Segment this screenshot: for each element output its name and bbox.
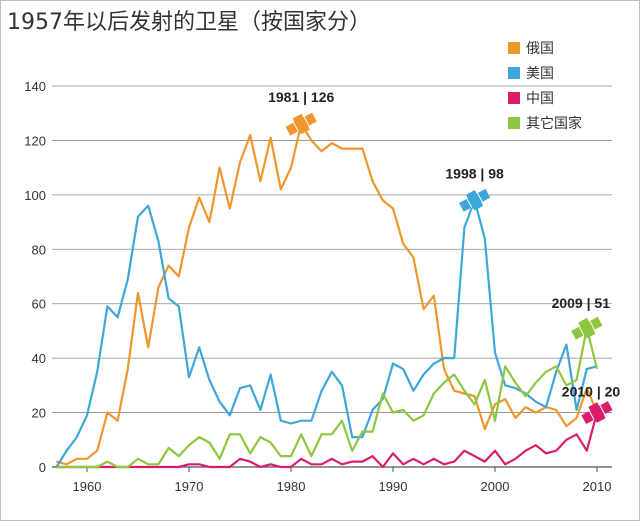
y-tick-label: 80: [32, 242, 46, 257]
annotation-layer: 1981 | 126 1998 | 98 2009 | 51 2010 | 20: [268, 89, 621, 425]
satellite-panel-seam: [599, 405, 606, 415]
satellite-panel-seam: [578, 326, 585, 336]
legend-swatch: [508, 117, 520, 129]
y-tick-label: 40: [32, 351, 46, 366]
x-tick-label: 2010: [583, 479, 612, 494]
annotation-label: 1981 | 126: [268, 89, 334, 105]
x-tick-label: 1990: [379, 479, 408, 494]
legend-label: 其它国家: [526, 115, 582, 132]
satellite-body: [465, 190, 484, 211]
annotation-label: 2009 | 51: [552, 295, 611, 311]
satellite-panel-seam: [588, 410, 595, 421]
chart-title: 1957年以后发射的卫星（按国家分）: [7, 10, 371, 35]
satellite-panel-seam: [466, 198, 473, 208]
y-tick-label: 140: [24, 79, 46, 94]
satellite-body: [292, 113, 310, 135]
satellite-panel-seam: [589, 320, 595, 331]
satellite-icon: [571, 316, 603, 340]
y-tick-label: 20: [32, 406, 46, 421]
series-line-0: [56, 122, 599, 466]
y-tick-label: 120: [24, 133, 46, 148]
x-tick-label: 2000: [481, 479, 510, 494]
x-tick-label: 1960: [73, 479, 102, 494]
satellite-panel-seam: [293, 122, 299, 132]
satellite-panel-seam: [303, 116, 310, 126]
legend-label: 中国: [526, 91, 554, 107]
y-tick-label: 100: [24, 188, 46, 203]
annotation-label: 2010 | 20: [562, 384, 621, 400]
annotation-label: 1998 | 98: [445, 165, 504, 181]
y-tick-label: 0: [39, 460, 46, 475]
series-line-2: [56, 412, 599, 469]
legend-label: 美国: [526, 66, 554, 82]
legend-swatch: [508, 67, 520, 79]
series-layer: [55, 122, 599, 469]
x-tick-label: 1970: [175, 479, 204, 494]
satellite-icon: [581, 401, 613, 425]
satellite-panel-seam: [477, 192, 483, 203]
x-tick-label: 1980: [277, 479, 306, 494]
satellite-icon: [285, 112, 317, 136]
series-line-3: [56, 327, 599, 469]
legend-swatch: [508, 92, 520, 104]
legend-swatch: [508, 42, 520, 54]
legend-label: 俄国: [526, 41, 554, 57]
satellite-body: [588, 402, 606, 423]
y-tick-label: 60: [32, 297, 46, 312]
series-line-1: [55, 199, 598, 468]
axis-layer: 0 20 40 60 80 100 120 140 1960 1970 1980 1990 2000 20…: [24, 79, 611, 494]
satellite-body: [578, 317, 596, 339]
satellite-icon: [459, 188, 491, 212]
grid-layer: [52, 85, 612, 468]
